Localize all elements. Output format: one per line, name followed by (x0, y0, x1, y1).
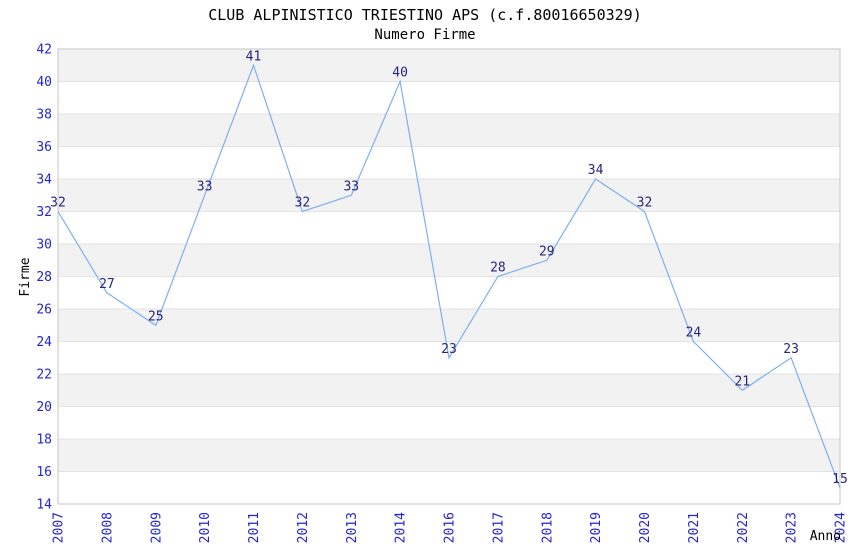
series-line (57, 63, 841, 489)
grid-band (58, 114, 840, 147)
data-label: 27 (99, 277, 115, 292)
y-tick-label: 28 (36, 270, 52, 285)
plot-border (57, 48, 841, 505)
x-tick-label: 2022 (736, 512, 751, 543)
grid-band (58, 49, 840, 82)
y-axis-title: Firme (18, 257, 33, 296)
data-label: 29 (539, 244, 555, 259)
x-tick-label: 2019 (589, 512, 604, 543)
y-tick-label: 38 (36, 108, 52, 123)
data-label: 15 (832, 472, 848, 487)
data-label: 23 (783, 342, 799, 357)
x-tick-label: 2007 (52, 512, 67, 543)
y-tick-label: 32 (36, 205, 52, 220)
x-tick-label: 2024 (834, 512, 849, 543)
y-tick-label: 26 (36, 303, 52, 318)
data-label: 24 (686, 326, 702, 341)
data-label: 32 (637, 196, 653, 211)
grid-band (58, 439, 840, 472)
data-label: 33 (197, 179, 213, 194)
x-tick-label: 2013 (345, 512, 360, 543)
x-tick-label: 2010 (198, 512, 213, 543)
y-tick-label: 30 (36, 238, 52, 253)
y-tick-label: 36 (36, 140, 52, 155)
x-axis-title: Anno (810, 529, 841, 544)
x-tick-label: 2012 (296, 512, 311, 543)
y-tick-label: 42 (36, 43, 52, 58)
x-tick-label: 2023 (785, 512, 800, 543)
data-label: 32 (295, 196, 311, 211)
x-tick-label: 2021 (687, 512, 702, 543)
data-label: 21 (734, 374, 750, 389)
grid-band (58, 374, 840, 407)
y-tick-label: 40 (36, 75, 52, 90)
data-label: 23 (441, 342, 457, 357)
data-label: 40 (392, 66, 408, 81)
x-tick-label: 2011 (247, 512, 262, 543)
grid-band (58, 179, 840, 212)
data-label: 34 (588, 163, 604, 178)
data-label: 32 (50, 196, 66, 211)
data-label: 25 (148, 309, 164, 324)
data-label: 28 (490, 261, 506, 276)
y-tick-label: 18 (36, 433, 52, 448)
chart-subtitle: Numero Firme (374, 27, 476, 43)
y-tick-label: 16 (36, 465, 52, 480)
x-tick-label: 2008 (100, 512, 115, 543)
data-label: 41 (246, 49, 262, 64)
y-tick-label: 20 (36, 400, 52, 415)
x-tick-label: 2020 (638, 512, 653, 543)
y-tick-label: 22 (36, 368, 52, 383)
y-tick-label: 24 (36, 335, 52, 350)
y-tick-label: 14 (36, 498, 52, 513)
x-tick-label: 2009 (149, 512, 164, 543)
x-tick-label: 2014 (394, 512, 409, 543)
x-tick-label: 2018 (540, 512, 555, 543)
x-tick-label: 2017 (491, 512, 506, 543)
grid-band (58, 309, 840, 342)
data-label: 33 (343, 179, 359, 194)
chart-title: CLUB ALPINISTICO TRIESTINO APS (c.f.8001… (208, 6, 642, 24)
grid-band (58, 244, 840, 277)
x-tick-label: 2016 (443, 512, 458, 543)
y-tick-label: 34 (36, 173, 52, 188)
